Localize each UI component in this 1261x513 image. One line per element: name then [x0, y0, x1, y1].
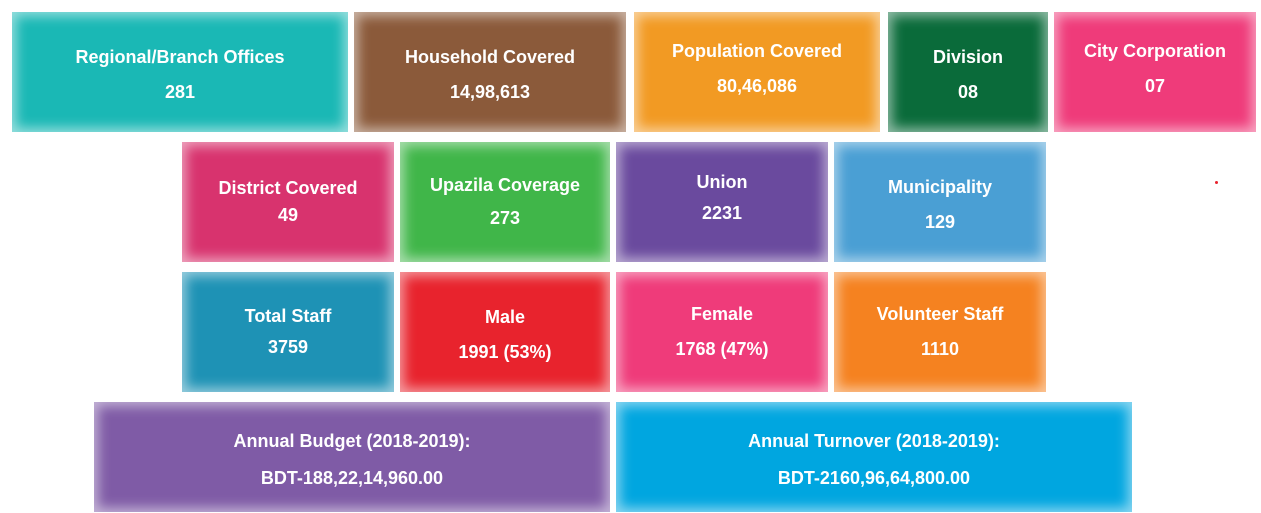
- tile-value: 80,46,086: [716, 76, 798, 96]
- tile-value: 1768 (47%): [675, 339, 769, 359]
- tile-title: City Corporation: [1084, 41, 1226, 61]
- tile-value: 281: [164, 82, 196, 102]
- tile-title: District Covered: [218, 178, 358, 198]
- tile: Female 1768 (47%): [616, 272, 828, 392]
- tile-title: Male: [484, 307, 526, 327]
- tile-value: 3759: [267, 337, 309, 357]
- tile-value: 14,98,613: [449, 82, 531, 102]
- tile-value: 1991 (53%): [458, 342, 552, 362]
- tile-value: BDT-188,22,14,960.00: [260, 468, 444, 488]
- tile-title: Annual Turnover (2018-2019):: [748, 431, 1000, 451]
- tile-value: 07: [1144, 76, 1166, 96]
- tile: Division 08: [888, 12, 1048, 132]
- tile-title: Female: [690, 304, 754, 324]
- tile-title: Union: [696, 172, 748, 192]
- tile: Regional/Branch Offices 281: [12, 12, 348, 132]
- tile: District Covered 49: [182, 142, 394, 262]
- tile-value: BDT-2160,96,64,800.00: [777, 468, 971, 488]
- tile: Annual Turnover (2018-2019): BDT-2160,96…: [616, 402, 1132, 512]
- tile-title: Volunteer Staff: [876, 304, 1004, 324]
- tile: Volunteer Staff 1110: [834, 272, 1046, 392]
- tile: Municipality 129: [834, 142, 1046, 262]
- tile: Male 1991 (53%): [400, 272, 610, 392]
- tile-value: 08: [957, 82, 979, 102]
- tile-title: Division: [932, 47, 1003, 67]
- tile-title: Municipality: [887, 177, 992, 197]
- tile: Union 2231: [616, 142, 828, 262]
- tile: Population Covered 80,46,086: [634, 12, 880, 132]
- tile: Annual Budget (2018-2019): BDT-188,22,14…: [94, 402, 610, 512]
- tile-title: Total Staff: [244, 306, 332, 326]
- tile-value: 1110: [920, 339, 960, 359]
- tile-value: 49: [277, 205, 299, 225]
- tile-title: Household Covered: [404, 47, 576, 67]
- tile-value: 2231: [701, 203, 743, 223]
- tile-value: 273: [489, 208, 521, 228]
- tile-value: 129: [924, 212, 956, 232]
- tile: Upazila Coverage 273: [400, 142, 610, 262]
- tile-title: Annual Budget (2018-2019):: [233, 431, 471, 451]
- tile: City Corporation 07: [1054, 12, 1256, 132]
- tile-title: Regional/Branch Offices: [75, 47, 285, 67]
- dot: [1215, 181, 1218, 184]
- tile: Household Covered 14,98,613: [354, 12, 626, 132]
- tile: Total Staff 3759: [182, 272, 394, 392]
- tile-title: Population Covered: [671, 41, 842, 61]
- tile-title: Upazila Coverage: [429, 175, 581, 195]
